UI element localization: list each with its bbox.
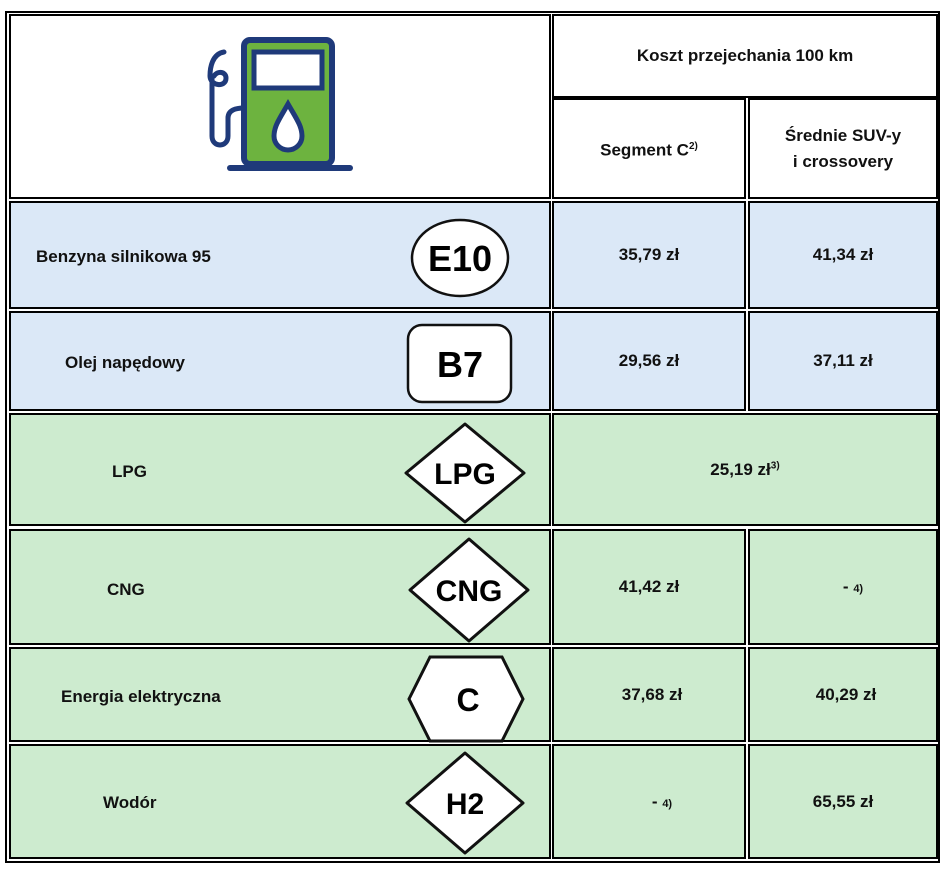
e10-badge-icon: E10: [410, 218, 510, 298]
footnote: 4): [853, 583, 864, 595]
electric-c-badge-icon: C: [407, 655, 525, 743]
h2-badge-icon: H2: [405, 751, 525, 855]
segment-c-label: Segment C: [600, 140, 689, 160]
cost-value: 37,68 zł: [621, 684, 683, 704]
cost-cell: 29,56 zł: [552, 311, 746, 411]
cost-cell: - 4): [552, 744, 746, 859]
cost-cell: 37,11 zł: [748, 311, 938, 411]
cng-badge-icon: CNG: [408, 537, 530, 643]
table-frame: [5, 11, 940, 863]
header-suv: Średnie SUV-y i crossovery: [748, 98, 938, 199]
header-icon-cell: [9, 14, 551, 199]
fuel-name: LPG: [112, 462, 147, 481]
fuel-name: Wodór: [103, 793, 157, 812]
cost-value: -: [842, 577, 849, 596]
cost-value: 41,34 zł: [812, 245, 874, 264]
fuel-name: CNG: [107, 580, 145, 599]
header-title-text: Koszt przejechania 100 km: [636, 46, 854, 65]
cost-value: 65,55 zł: [812, 791, 874, 811]
cost-value: 37,11 zł: [813, 351, 873, 370]
cost-value: 29,56 zł: [618, 351, 680, 370]
cost-cell: - 4): [748, 529, 938, 645]
suv-label-line1: Średnie SUV-y: [784, 125, 902, 145]
header-segment-c: Segment C2): [552, 98, 746, 199]
footnote: 2): [688, 140, 698, 152]
cost-cell-combined: 25,19 zł3): [552, 413, 938, 526]
header-title: Koszt przejechania 100 km: [552, 14, 938, 98]
cost-cell: 41,34 zł: [748, 201, 938, 309]
fuel-name: Olej napędowy: [65, 353, 185, 372]
badge-text: H2: [446, 788, 484, 821]
footnote: 4): [662, 797, 673, 810]
badge-text: E10: [428, 238, 492, 279]
cost-value: 40,29 zł: [815, 684, 877, 704]
cost-cell: 65,55 zł: [748, 744, 938, 859]
cost-value: 41,42 zł: [618, 577, 680, 596]
lpg-badge-icon: LPG: [404, 422, 526, 524]
fuel-name: Energia elektryczna: [61, 687, 221, 706]
b7-badge-icon: B7: [406, 323, 513, 404]
cost-value: 25,19 zł: [710, 459, 771, 479]
cost-cell: 35,79 zł: [552, 201, 746, 309]
badge-text: LPG: [434, 458, 496, 491]
cost-value: -: [651, 791, 658, 811]
cost-value: 35,79 zł: [618, 245, 680, 264]
fuel-name: Benzyna silnikowa 95: [36, 247, 211, 266]
suv-label-line2: i crossovery: [792, 151, 894, 171]
cost-cell: 40,29 zł: [748, 647, 938, 742]
badge-text: B7: [437, 344, 483, 385]
cost-cell: 41,42 zł: [552, 529, 746, 645]
badge-text: CNG: [436, 575, 503, 608]
footnote: 3): [770, 459, 780, 471]
badge-text: C: [456, 682, 479, 718]
cost-cell: 37,68 zł: [552, 647, 746, 742]
fuel-pump-icon: [207, 36, 353, 171]
